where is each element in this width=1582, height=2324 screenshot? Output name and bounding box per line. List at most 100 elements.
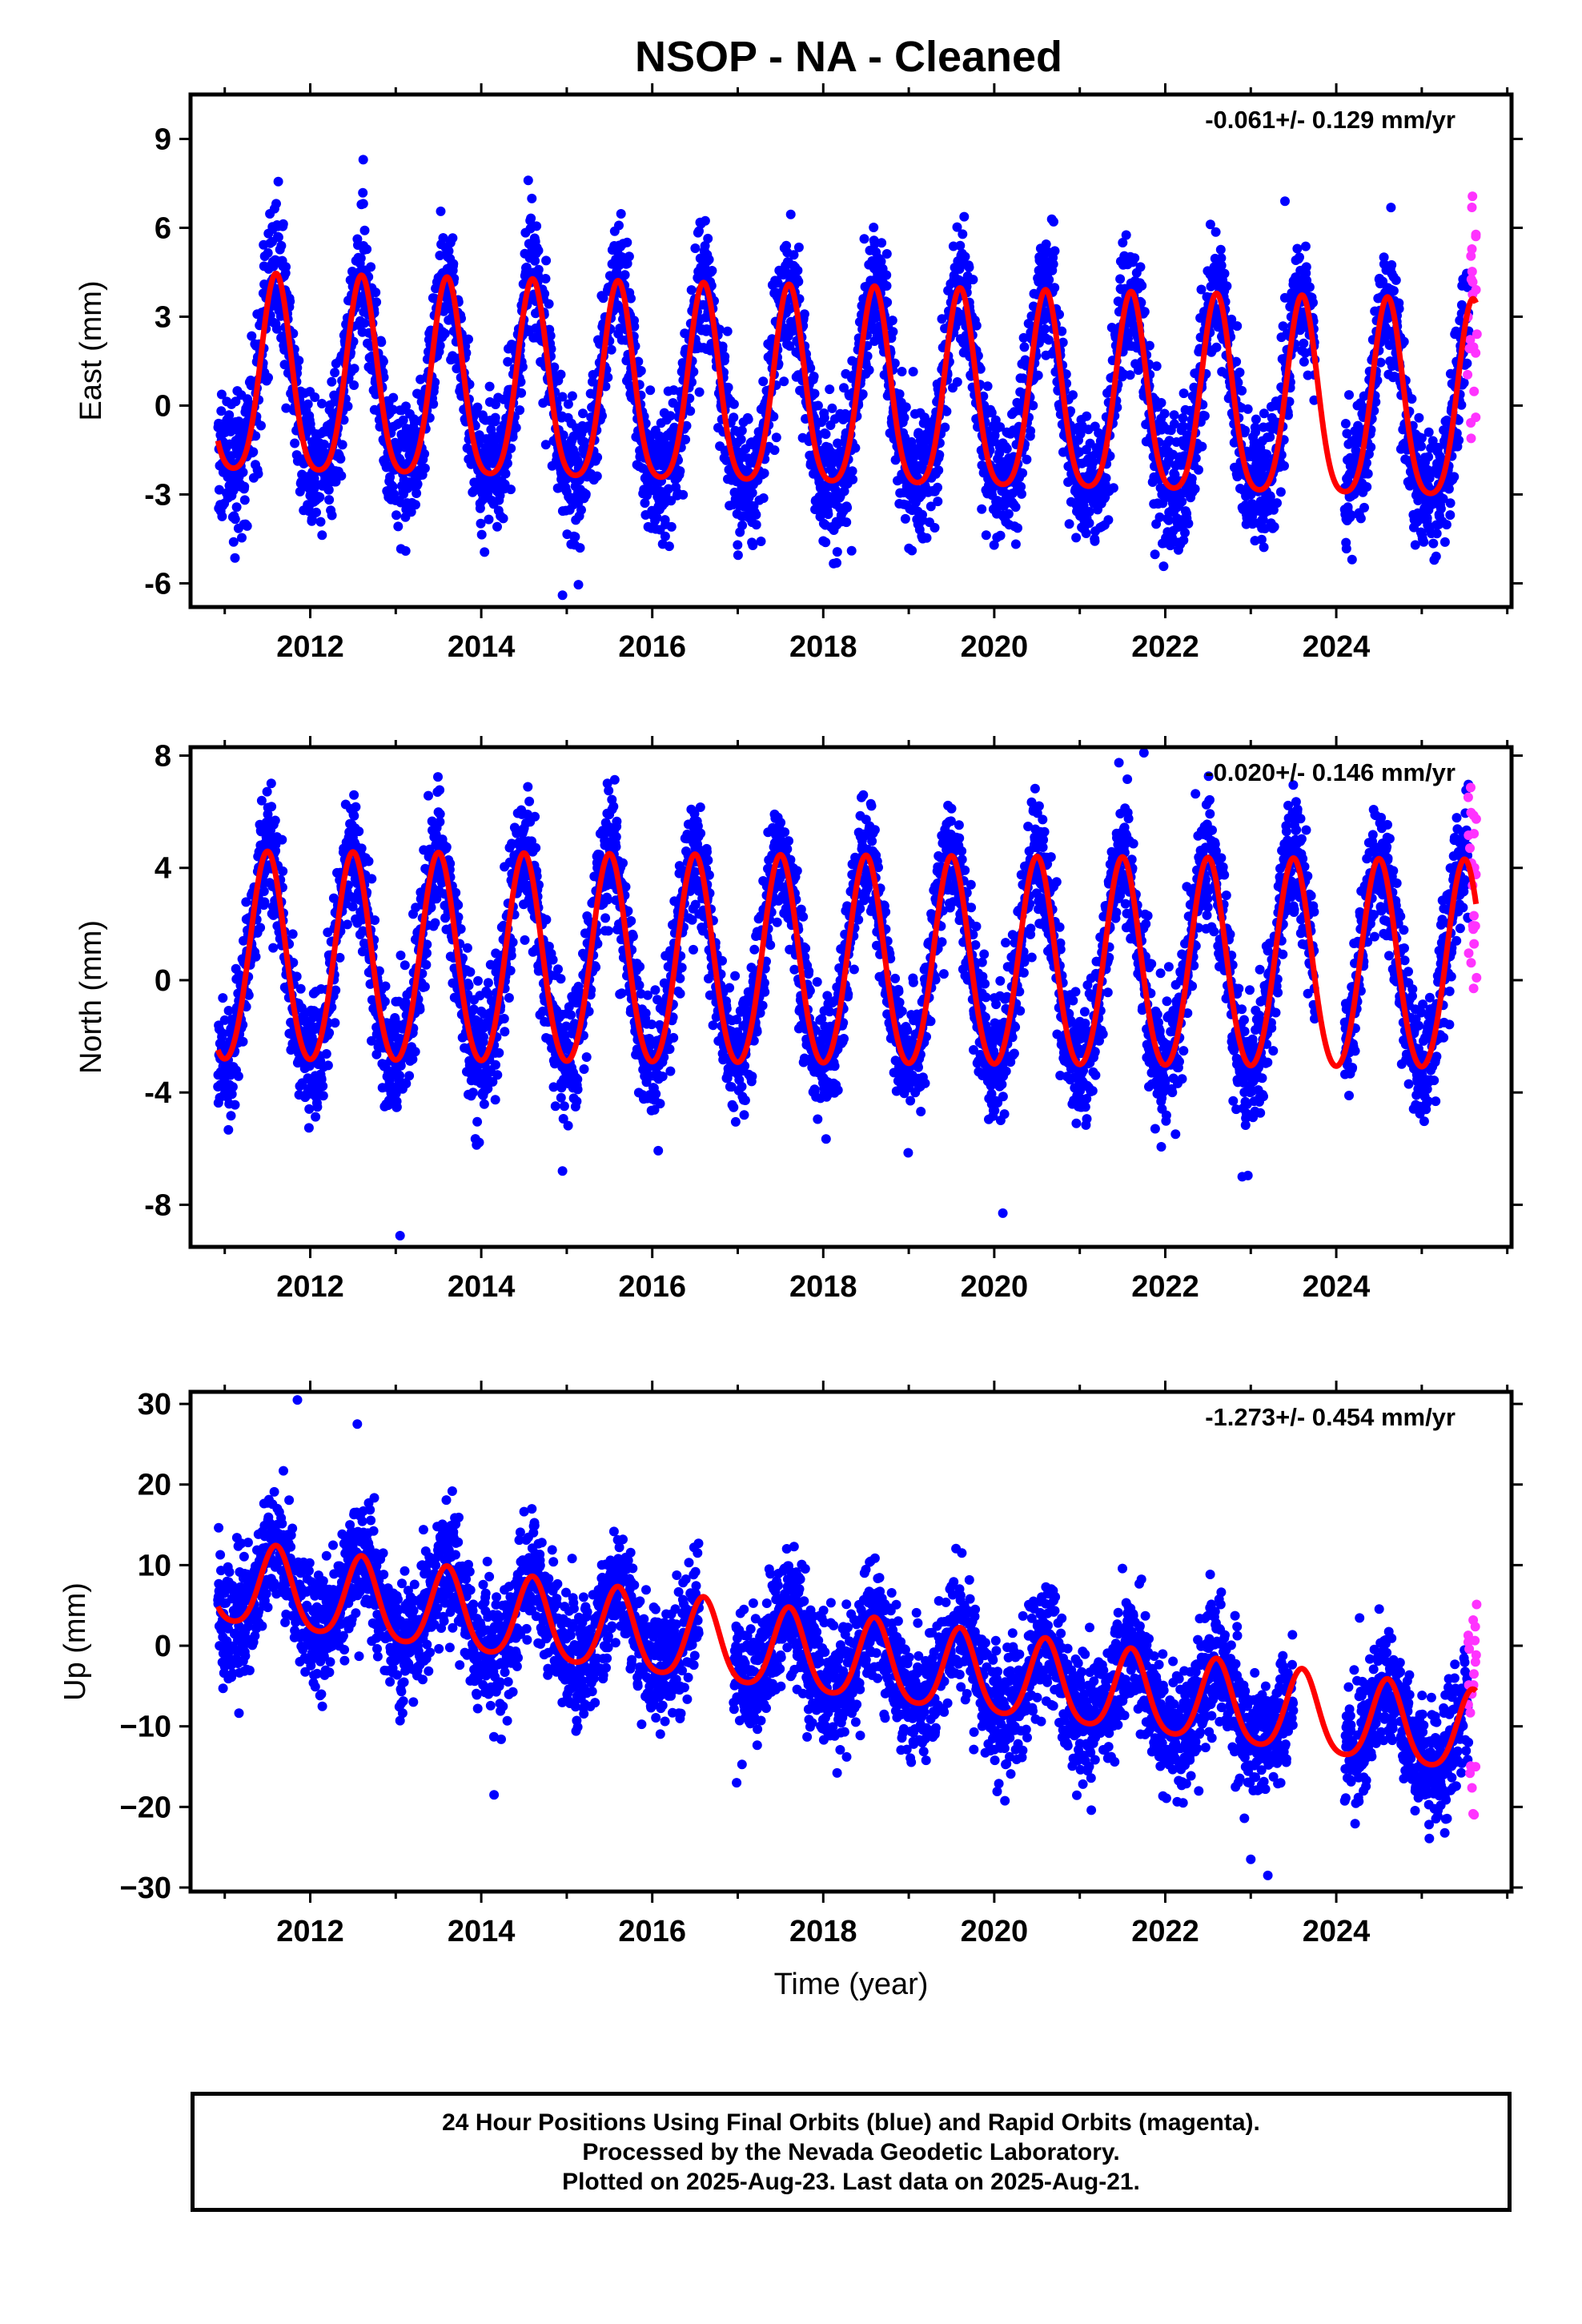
data-point-final (1407, 394, 1417, 404)
data-point-final (1190, 484, 1200, 494)
data-point-rapid (1467, 203, 1477, 212)
chart-title: NSOP - NA - Cleaned (634, 33, 1063, 81)
data-point-final (1115, 274, 1126, 284)
data-point-final (317, 530, 327, 541)
data-point-final (224, 410, 235, 420)
data-point-final (888, 327, 898, 337)
y-tick-label: 9 (155, 123, 171, 156)
data-point-final (1366, 442, 1376, 452)
data-point-final (751, 520, 761, 530)
data-point-final (736, 434, 746, 444)
data-point-final (897, 367, 907, 376)
data-point-final (448, 259, 459, 269)
data-point-final (230, 553, 240, 563)
data-point-final (809, 372, 819, 382)
data-point-final (703, 233, 713, 243)
x-tick-label: 2016 (618, 630, 686, 664)
data-point-final (1431, 529, 1442, 539)
data-point-final (262, 786, 272, 797)
data-point-final (544, 299, 554, 309)
data-point-final (823, 509, 833, 520)
data-point-final (1295, 252, 1304, 263)
data-point-final (1423, 427, 1434, 437)
data-point-final (1462, 358, 1472, 368)
data-point-final (366, 262, 376, 272)
data-point-outlier (358, 155, 368, 165)
data-point-final (694, 387, 705, 397)
data-point-final (779, 376, 789, 387)
data-point-final (846, 545, 857, 556)
data-point-final (1211, 342, 1222, 352)
data-point-final (358, 199, 368, 209)
data-point-final (1050, 283, 1060, 293)
data-point-final (1158, 561, 1169, 572)
data-point-final (664, 541, 674, 552)
data-point-final (1018, 468, 1028, 478)
data-point-final (1272, 498, 1282, 509)
data-point-final (1186, 473, 1197, 484)
data-point-final (819, 412, 829, 423)
data-point-final (511, 423, 521, 433)
data-point-final (1040, 324, 1050, 334)
data-point-final (850, 443, 861, 453)
data-point-final (1022, 454, 1032, 464)
data-point-final (620, 270, 630, 280)
data-point-final (933, 497, 943, 507)
x-tick-label: 2022 (1131, 630, 1199, 664)
data-point-final (573, 580, 584, 590)
data-point-final (575, 543, 585, 553)
data-point-final (230, 514, 240, 525)
data-point-final (1151, 361, 1162, 372)
data-point-final (894, 389, 905, 400)
data-point-final (358, 187, 368, 198)
data-point-final (666, 521, 677, 532)
data-point-final (934, 465, 944, 476)
data-point-final (391, 510, 401, 521)
data-point-final (317, 399, 327, 408)
data-point-final (1341, 544, 1351, 554)
data-point-final (259, 887, 269, 896)
data-point-final (616, 209, 626, 219)
data-point-final (1144, 340, 1154, 351)
data-point-final (1449, 472, 1460, 482)
data-point-final (1019, 342, 1030, 352)
north-panel: 2012 2014 2016 2018 2020 2022 2024-8-4048North… (74, 736, 1523, 1304)
data-point-final (336, 471, 347, 481)
data-point-final (238, 467, 248, 477)
data-point-final (1033, 370, 1043, 380)
data-point-final (645, 385, 656, 396)
data-point-rapid (1466, 251, 1476, 261)
data-point-final (580, 489, 591, 500)
data-point-final (1435, 504, 1446, 514)
data-point-final (506, 485, 516, 495)
data-point-final (480, 547, 490, 557)
data-point-final (720, 352, 730, 362)
data-point-final (516, 388, 527, 398)
data-point-final (1183, 518, 1194, 529)
data-point-final (1340, 419, 1351, 428)
data-point-final (230, 1100, 240, 1110)
data-point-final (251, 951, 261, 962)
data-point-final (388, 392, 399, 403)
data-point-final (492, 521, 502, 532)
data-point-final (276, 240, 287, 251)
data-point-final (278, 219, 288, 229)
data-point-final (1414, 412, 1424, 423)
data-point-final (315, 492, 325, 502)
data-point-final (940, 422, 950, 432)
data-point-final (606, 344, 616, 355)
data-point-final (942, 406, 952, 416)
data-point-final (218, 993, 228, 1003)
data-point-final (737, 521, 748, 530)
data-point-rapid (1468, 277, 1478, 287)
data-point-final (1156, 398, 1166, 408)
data-point-final (1064, 519, 1074, 529)
data-point-final (247, 331, 257, 341)
data-point-final (448, 233, 458, 243)
data-point-final (273, 176, 283, 187)
data-point-final (253, 468, 263, 479)
data-point-final (722, 326, 733, 336)
data-point-final (881, 249, 892, 259)
data-point-final (842, 502, 853, 513)
data-point-final (1088, 457, 1098, 468)
